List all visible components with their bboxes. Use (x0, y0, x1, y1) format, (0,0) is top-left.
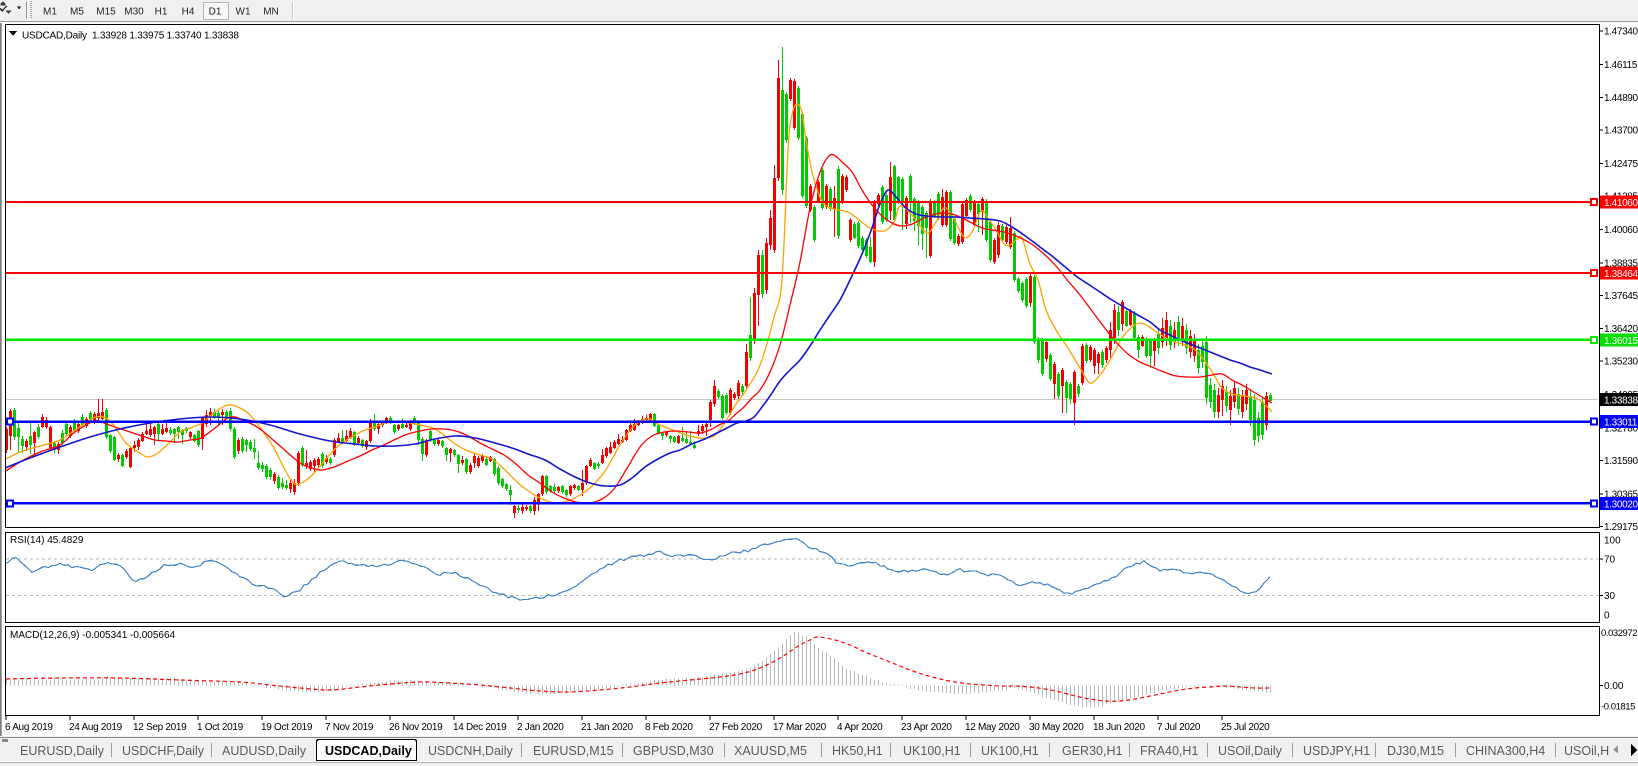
svg-text:2 Jan 2020: 2 Jan 2020 (517, 722, 564, 733)
svg-text:XAUUSD,M5: XAUUSD,M5 (734, 744, 807, 758)
svg-text:1.30020: 1.30020 (1604, 499, 1638, 510)
svg-text:H1: H1 (155, 7, 168, 18)
svg-text:EURUSD,Daily: EURUSD,Daily (20, 744, 105, 758)
svg-text:1.30365: 1.30365 (1604, 489, 1638, 500)
svg-text:26 Nov 2019: 26 Nov 2019 (389, 722, 443, 733)
svg-text:1.41060: 1.41060 (1604, 198, 1638, 209)
svg-text:8 Feb 2020: 8 Feb 2020 (645, 722, 693, 733)
svg-text:21 Jan 2020: 21 Jan 2020 (581, 722, 633, 733)
svg-text:USDCAD,Daily: USDCAD,Daily (325, 744, 412, 758)
svg-text:4 Apr 2020: 4 Apr 2020 (837, 722, 883, 733)
svg-text:1.29175: 1.29175 (1604, 522, 1638, 533)
svg-text:1.46115: 1.46115 (1604, 60, 1638, 71)
svg-text:USDCNH,Daily: USDCNH,Daily (428, 744, 513, 758)
svg-text:-0.01815: -0.01815 (1601, 702, 1635, 713)
svg-text:AUDUSD,Daily: AUDUSD,Daily (222, 744, 307, 758)
svg-text:24 Aug 2019: 24 Aug 2019 (69, 722, 123, 733)
svg-text:0.032972: 0.032972 (1601, 628, 1637, 639)
svg-text:30: 30 (1604, 591, 1616, 602)
svg-text:0: 0 (1604, 611, 1610, 622)
svg-text:18 Jun 2020: 18 Jun 2020 (1093, 722, 1145, 733)
svg-text:M1: M1 (43, 7, 57, 18)
svg-text:1.42475: 1.42475 (1604, 159, 1638, 170)
svg-text:25 Jul 2020: 25 Jul 2020 (1221, 722, 1270, 733)
svg-text:USDJPY,H1: USDJPY,H1 (1303, 744, 1370, 758)
svg-text:HK50,H1: HK50,H1 (832, 744, 883, 758)
svg-text:M30: M30 (124, 7, 144, 18)
svg-text:17 Mar 2020: 17 Mar 2020 (773, 722, 827, 733)
svg-text:27 Feb 2020: 27 Feb 2020 (709, 722, 763, 733)
svg-text:1.37645: 1.37645 (1604, 291, 1638, 302)
svg-text:RSI(14) 45.4829: RSI(14) 45.4829 (10, 535, 84, 546)
svg-text:19 Oct 2019: 19 Oct 2019 (261, 722, 313, 733)
svg-text:USDCHF,Daily: USDCHF,Daily (122, 744, 205, 758)
svg-text:UK100,H1: UK100,H1 (981, 744, 1039, 758)
svg-text:70: 70 (1604, 554, 1616, 565)
svg-text:GER30,H1: GER30,H1 (1062, 744, 1122, 758)
svg-text:30 May 2020: 30 May 2020 (1029, 722, 1084, 733)
svg-text:1.33011: 1.33011 (1604, 418, 1638, 429)
svg-text:CHINA300,H4: CHINA300,H4 (1466, 744, 1545, 758)
svg-text:W1: W1 (236, 7, 251, 18)
svg-text:M5: M5 (70, 7, 84, 18)
svg-text:1.38464: 1.38464 (1604, 269, 1638, 280)
svg-text:1.35230: 1.35230 (1604, 357, 1638, 368)
svg-text:7 Jul 2020: 7 Jul 2020 (1157, 722, 1201, 733)
svg-text:MACD(12,26,9) -0.005341 -0.005: MACD(12,26,9) -0.005341 -0.005664 (10, 630, 176, 641)
svg-text:6 Aug 2019: 6 Aug 2019 (5, 722, 53, 733)
svg-text:1.32780: 1.32780 (1604, 423, 1638, 434)
svg-text:23 Apr 2020: 23 Apr 2020 (901, 722, 952, 733)
svg-text:EURUSD,M15: EURUSD,M15 (533, 744, 614, 758)
svg-text:1.36420: 1.36420 (1604, 324, 1638, 335)
svg-text:7 Nov 2019: 7 Nov 2019 (325, 722, 374, 733)
svg-text:1.36015: 1.36015 (1604, 336, 1638, 347)
svg-text:1.38835: 1.38835 (1604, 258, 1638, 269)
svg-text:MN: MN (263, 7, 279, 18)
svg-text:USDCAD,Daily 1.33928 1.33975: USDCAD,Daily 1.33928 1.33975 1.33740 1.3… (22, 31, 239, 42)
svg-text:100: 100 (1604, 536, 1621, 547)
svg-text:D1: D1 (209, 7, 222, 18)
svg-text:FRA40,H1: FRA40,H1 (1140, 744, 1198, 758)
svg-text:M15: M15 (96, 7, 116, 18)
svg-text:1.40060: 1.40060 (1604, 225, 1638, 236)
svg-text:UK100,H1: UK100,H1 (903, 744, 961, 758)
svg-text:1.43700: 1.43700 (1604, 126, 1638, 137)
svg-text:12 May 2020: 12 May 2020 (965, 722, 1020, 733)
svg-text:1 Oct 2019: 1 Oct 2019 (197, 722, 244, 733)
svg-text:1.47340: 1.47340 (1604, 26, 1638, 37)
svg-text:USOil,H: USOil,H (1564, 744, 1609, 758)
svg-text:1.33838: 1.33838 (1604, 395, 1638, 406)
svg-text:H4: H4 (182, 7, 195, 18)
svg-text:0.00: 0.00 (1604, 681, 1624, 692)
svg-text:14 Dec 2019: 14 Dec 2019 (453, 722, 507, 733)
svg-text:1.31590: 1.31590 (1604, 456, 1638, 467)
svg-text:12 Sep 2019: 12 Sep 2019 (133, 722, 187, 733)
svg-text:USOil,Daily: USOil,Daily (1218, 744, 1283, 758)
svg-text:GBPUSD,M30: GBPUSD,M30 (633, 744, 714, 758)
svg-text:1.44890: 1.44890 (1604, 93, 1638, 104)
svg-text:DJ30,M15: DJ30,M15 (1387, 744, 1444, 758)
